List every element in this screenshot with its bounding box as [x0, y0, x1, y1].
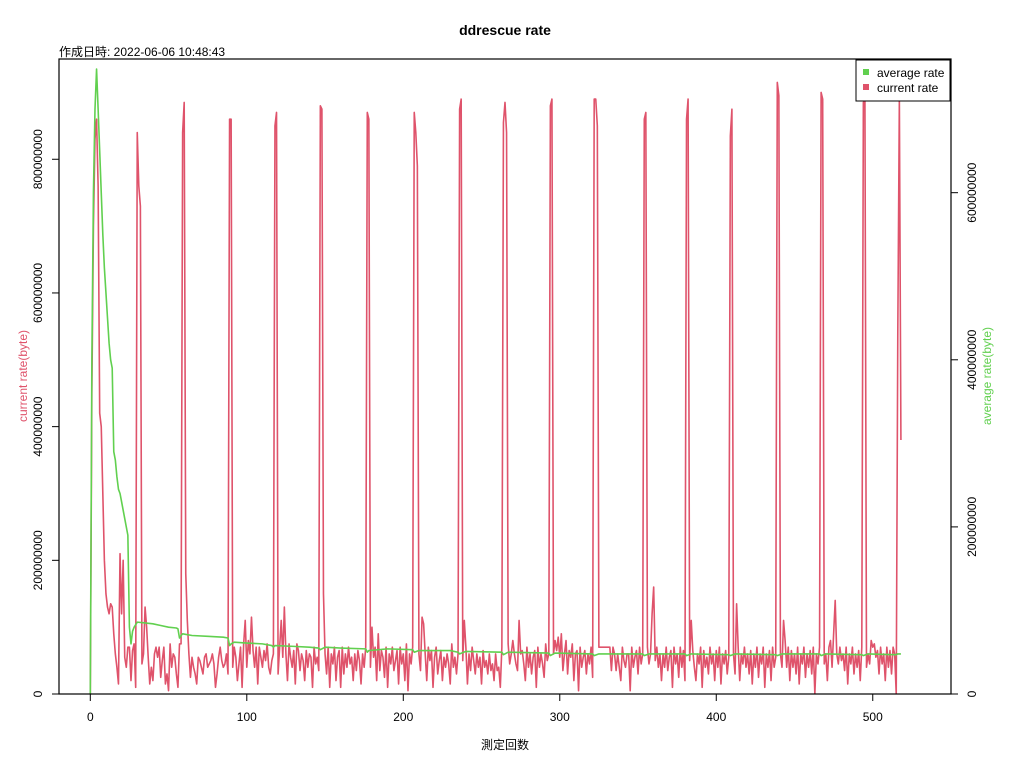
legend-label-current: current rate — [877, 81, 939, 95]
y-axis-right-label: average rate(byte) — [980, 327, 994, 425]
legend: average rate current rate — [855, 59, 951, 102]
chart-title: ddrescue rate — [459, 22, 551, 38]
x-tick-label: 300 — [550, 710, 570, 724]
x-axis-label: 測定回数 — [481, 737, 529, 752]
y-left-tick-label: 400000000 — [31, 396, 45, 456]
legend-swatch-average — [863, 69, 869, 75]
series-line-current-rate — [89, 81, 902, 694]
x-tick-label: 200 — [393, 710, 413, 724]
y-left-tick-label: 800000000 — [31, 129, 45, 189]
legend-swatch-current — [863, 84, 869, 90]
y-right-tick-label: 600000000 — [965, 162, 979, 222]
x-tick-label: 400 — [706, 710, 726, 724]
x-tick-label: 100 — [237, 710, 257, 724]
x-tick-label: 0 — [87, 710, 94, 724]
y-axis-left: 0 200000000 400000000 600000000 800000000 — [31, 129, 59, 697]
plot-frame — [58, 58, 952, 695]
y-left-tick-label: 200000000 — [31, 530, 45, 590]
y-right-tick-label: 0 — [965, 690, 979, 697]
series-layer — [89, 68, 902, 694]
legend-label-average: average rate — [877, 66, 945, 80]
y-right-tick-label: 400000000 — [965, 329, 979, 389]
y-axis-right: 0 200000000 400000000 600000000 — [951, 162, 979, 697]
x-tick-label: 500 — [863, 710, 883, 724]
y-left-tick-label: 600000000 — [31, 263, 45, 323]
legend-box — [855, 59, 951, 102]
y-axis-left-label: current rate(byte) — [16, 330, 30, 422]
y-left-tick-label: 0 — [31, 690, 45, 697]
series-line-average-rate — [89, 68, 901, 694]
y-right-tick-label: 200000000 — [965, 497, 979, 557]
x-axis: 0 100 200 300 400 500 — [87, 694, 883, 724]
chart-subtitle: 作成日時: 2022-06-06 10:48:43 — [59, 45, 225, 59]
